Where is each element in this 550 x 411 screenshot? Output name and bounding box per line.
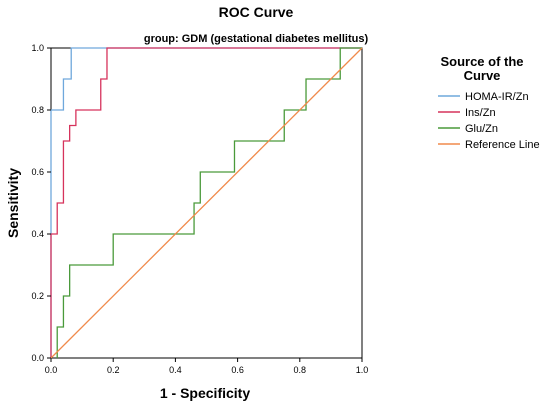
legend-title-line1: Source of the <box>440 54 523 69</box>
chart-title: ROC Curve <box>219 4 294 20</box>
y-tick-label: 0.0 <box>31 353 44 363</box>
y-tick-label: 0.6 <box>31 167 44 177</box>
legend-label-homa-ir-zn: HOMA-IR/Zn <box>465 91 529 103</box>
legend-title-line2: Curve <box>464 68 501 83</box>
x-tick-label: 1.0 <box>356 365 369 375</box>
y-tick-label: 1.0 <box>31 43 44 53</box>
y-tick-label: 0.2 <box>31 291 44 301</box>
y-tick-label: 0.4 <box>31 229 44 239</box>
y-axis-label: Sensitivity <box>5 168 21 238</box>
x-tick-label: 0.2 <box>107 365 120 375</box>
curves-group <box>50 47 363 359</box>
x-axis-label: 1 - Specificity <box>160 385 250 401</box>
y-tick-label: 0.8 <box>31 105 44 115</box>
legend: HOMA-IR/Zn Ins/Zn Glu/Zn Reference Line <box>438 91 540 151</box>
x-tick-label: 0.6 <box>231 365 244 375</box>
ticks-group: 0.0 0.2 0.4 0.6 0.8 1.0 0.0 0.2 0.4 0.6 0.8 1.0 <box>31 43 368 375</box>
legend-label-ins-zn: Ins/Zn <box>465 107 496 119</box>
legend-label-glu-zn: Glu/Zn <box>465 123 498 135</box>
series-line-glu-zn <box>56 47 362 358</box>
series-line-reference-line <box>50 47 363 359</box>
x-tick-label: 0.0 <box>45 365 58 375</box>
x-tick-label: 0.4 <box>169 365 182 375</box>
chart-subtitle: group: GDM (gestational diabetes mellitu… <box>144 33 369 45</box>
series-line-ins-zn <box>50 47 362 358</box>
x-tick-label: 0.8 <box>294 365 307 375</box>
legend-label-reference-line: Reference Line <box>465 139 540 151</box>
